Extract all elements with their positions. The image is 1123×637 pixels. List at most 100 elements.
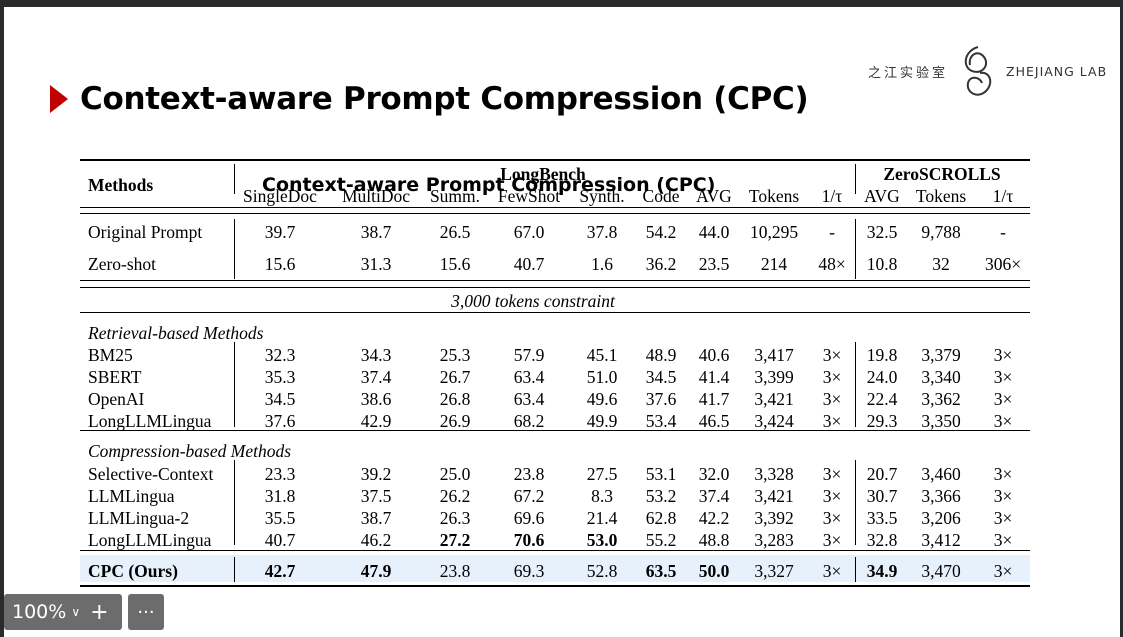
zhejiang-lab-logo: 之江实验室 ZHEJIANG LAB xyxy=(868,41,1107,101)
table-separator-4 xyxy=(234,557,235,582)
column-header: AVG xyxy=(864,186,900,206)
table-rule-1 xyxy=(80,207,1030,208)
table-cell: 3,366 xyxy=(921,486,961,506)
table-cell: 36.2 xyxy=(645,254,677,274)
table-cell: 3,340 xyxy=(921,367,961,387)
column-header: Tokens xyxy=(915,186,967,206)
column-header: AVG xyxy=(696,186,732,206)
table-cell: 32.3 xyxy=(264,345,296,365)
table-cell: 26.9 xyxy=(439,411,471,431)
section-label-retrieval: Retrieval-based Methods xyxy=(88,323,264,343)
table-cell: 57.9 xyxy=(513,345,545,365)
table-cell: 31.8 xyxy=(264,486,296,506)
methods-header: Methods xyxy=(88,175,154,195)
table-cell: 52.8 xyxy=(586,561,618,581)
table-cell: 3× xyxy=(822,530,842,550)
table-cell: 70.6 xyxy=(513,530,545,550)
table-cell: 67.2 xyxy=(513,486,545,506)
table-cell: 69.3 xyxy=(513,561,545,581)
table-cell: 35.5 xyxy=(264,508,296,528)
zoom-level[interactable]: 100% xyxy=(12,601,67,623)
table-separator-7 xyxy=(855,342,856,427)
table-cell: 20.7 xyxy=(866,464,898,484)
table-cell: 40.7 xyxy=(513,254,545,274)
row-method-label: Selective-Context xyxy=(88,464,214,484)
table-cell: 45.1 xyxy=(586,345,618,365)
table-cell: 29.3 xyxy=(866,411,898,431)
table-cell: 48.9 xyxy=(645,345,677,365)
table-cell: 306× xyxy=(984,254,1022,274)
row-method-label: Original Prompt xyxy=(88,222,203,242)
table-cell: 3× xyxy=(822,561,842,581)
table-cell: 23.8 xyxy=(439,561,471,581)
table-cell: 32 xyxy=(932,254,950,274)
table-cell: 3× xyxy=(993,508,1013,528)
table-cell: 47.9 xyxy=(360,561,392,581)
table-cell: 67.0 xyxy=(513,222,545,242)
table-cell: 27.2 xyxy=(439,530,471,550)
row-method-label: OpenAI xyxy=(88,389,145,409)
zoom-dropdown-chevron-icon[interactable]: ∨ xyxy=(71,605,81,619)
table-cell: 26.7 xyxy=(439,367,471,387)
table-separator-9 xyxy=(855,557,856,582)
logo-emblem-icon xyxy=(964,46,992,96)
table-cell: 41.7 xyxy=(698,389,730,409)
table-cell: 10.8 xyxy=(866,254,898,274)
table-cell: 3,350 xyxy=(921,411,961,431)
table-cell: 38.6 xyxy=(360,389,392,409)
table-cell: 54.2 xyxy=(645,222,677,242)
column-header: MultiDoc xyxy=(341,186,411,206)
table-cell: 63.4 xyxy=(513,389,545,409)
table-cell: 3,412 xyxy=(921,530,961,550)
table-cell: 25.0 xyxy=(439,464,471,484)
table-cell: 53.4 xyxy=(645,411,677,431)
table-cell: 69.6 xyxy=(513,508,545,528)
table-cell: 26.8 xyxy=(439,389,471,409)
section-label-compression: Compression-based Methods xyxy=(88,441,292,461)
table-cell: 3× xyxy=(993,389,1013,409)
table-cell: - xyxy=(1000,222,1006,242)
table-cell: 3× xyxy=(822,389,842,409)
table-cell: 41.4 xyxy=(698,367,730,387)
more-options-button[interactable]: ··· xyxy=(128,594,164,630)
table-cell: - xyxy=(829,222,835,242)
table-cell: 32.8 xyxy=(866,530,898,550)
column-header: 1/τ xyxy=(992,186,1014,206)
column-header: Synth. xyxy=(579,186,625,206)
table-cell: 3,283 xyxy=(754,530,794,550)
table-cell: 214 xyxy=(760,254,788,274)
table-separator-6 xyxy=(855,219,856,279)
title-bullet-icon xyxy=(50,85,68,113)
table-cell: 23.8 xyxy=(513,464,545,484)
group-header-zeroscrolls: ZeroSCROLLS xyxy=(883,164,1001,184)
table-cell: 3,470 xyxy=(921,561,961,581)
table-cell: 3× xyxy=(822,411,842,431)
constraint-label: 3,000 tokens constraint xyxy=(451,291,615,311)
table-cell: 15.6 xyxy=(439,254,471,274)
table-cell: 3,328 xyxy=(754,464,794,484)
table-cell: 31.3 xyxy=(360,254,392,274)
table-cell: 34.9 xyxy=(866,561,898,581)
table-cell: 34.5 xyxy=(645,367,677,387)
table-cell: 46.2 xyxy=(360,530,392,550)
table-cell: 39.2 xyxy=(360,464,392,484)
table-cell: 48.8 xyxy=(698,530,730,550)
zoom-in-plus-icon[interactable]: + xyxy=(90,599,109,625)
table-cell: 3,379 xyxy=(921,345,961,365)
table-cell: 3× xyxy=(993,345,1013,365)
row-method-label: LongLLMLingua xyxy=(88,411,212,431)
table-cell: 3,327 xyxy=(754,561,794,581)
table-rule-3 xyxy=(80,280,1030,281)
row-method-label: BM25 xyxy=(88,345,133,365)
table-cell: 3× xyxy=(993,561,1013,581)
table-cell: 27.5 xyxy=(586,464,618,484)
table-cell: 3,421 xyxy=(754,486,794,506)
zoom-control[interactable]: 100% ∨ + xyxy=(4,594,122,630)
slide-title-block: Context-aware Prompt Compression (CPC) xyxy=(50,79,809,119)
table-cell: 38.7 xyxy=(360,222,392,242)
table-cell: 63.4 xyxy=(513,367,545,387)
results-table: Methods LongBench ZeroSCROLLS 3,000 toke… xyxy=(80,152,1030,592)
table-cell: 3,399 xyxy=(754,367,794,387)
table-cell: 40.6 xyxy=(698,345,730,365)
table-cell: 35.3 xyxy=(264,367,296,387)
